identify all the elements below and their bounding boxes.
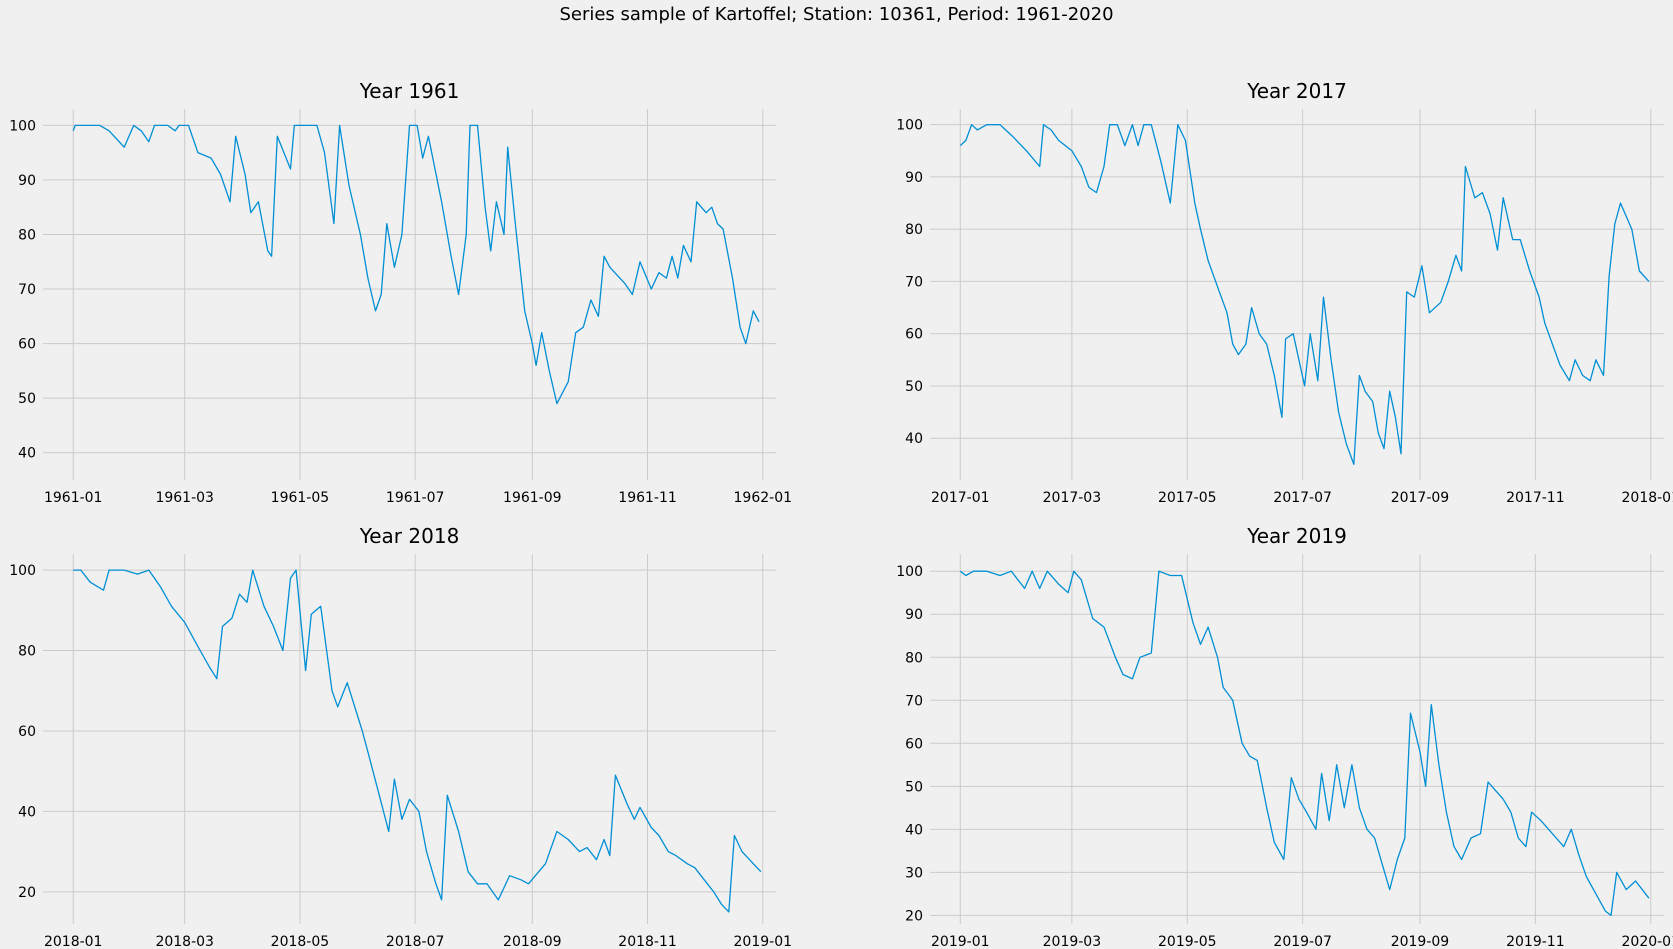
chart-panel-2: Year 2017 40 50 60 70 80 90 100 2017-01 2017-03 20… [896, 79, 1673, 506]
y-tick-label: 20 [18, 885, 36, 901]
y-tick-label: 40 [18, 804, 36, 820]
y-tick-label: 50 [905, 379, 923, 395]
x-tick-label: 2020-01 [1622, 934, 1673, 949]
y-tick-label: 100 [896, 564, 923, 580]
x-tick-label: 2018-03 [155, 934, 214, 949]
y-tick-label: 70 [18, 282, 36, 298]
x-tick-label: 1962-01 [734, 490, 793, 506]
chart-panel-1: Year 1961 40 50 60 70 80 90 100 1961-01 1961-03 19… [9, 79, 792, 506]
x-tick-label: 2017-03 [1043, 490, 1102, 506]
y-tick-label: 40 [905, 822, 923, 838]
x-tick-label: 1961-09 [503, 490, 562, 506]
y-tick-label: 80 [905, 650, 923, 666]
y-tick-label: 80 [18, 227, 36, 243]
x-tick-label: 2019-11 [1506, 934, 1565, 949]
x-tick-label: 1961-03 [155, 490, 214, 506]
x-tick-label: 1961-07 [386, 490, 445, 506]
panel-title: Year 2018 [359, 524, 460, 548]
x-tick-label: 2017-01 [931, 490, 990, 506]
y-tick-label: 60 [905, 736, 923, 752]
series-line [959, 124, 1650, 465]
series-line [72, 124, 760, 405]
y-tick-label: 100 [896, 118, 923, 134]
x-tick-label: 2019-05 [1158, 934, 1217, 949]
x-tick-label: 1961-11 [618, 490, 677, 506]
chart-panel-3: Year 2018 20 40 60 80 100 2018-01 2018-03 2018-0… [9, 524, 792, 949]
y-tick-label: 70 [905, 693, 923, 709]
y-tick-label: 80 [18, 644, 36, 660]
y-tick-label: 40 [18, 446, 36, 462]
series-line [959, 570, 1650, 917]
x-tick-label: 2017-07 [1273, 490, 1332, 506]
x-tick-label: 2018-05 [271, 934, 330, 949]
y-tick-label: 80 [905, 222, 923, 238]
panel-title: Year 2017 [1246, 79, 1347, 103]
x-tick-label: 1961-05 [271, 490, 330, 506]
x-tick-label: 2019-03 [1043, 934, 1102, 949]
x-tick-label: 2018-01 [44, 934, 103, 949]
panel-title: Year 1961 [359, 79, 460, 103]
series-line [73, 569, 762, 913]
x-tick-label: 2019-09 [1391, 934, 1450, 949]
y-tick-label: 60 [905, 327, 923, 343]
x-tick-label: 2017-05 [1158, 490, 1217, 506]
y-tick-label: 40 [905, 431, 923, 447]
x-tick-label: 2018-01 [1622, 490, 1673, 506]
x-tick-label: 2017-09 [1391, 490, 1450, 506]
x-tick-label: 1961-01 [44, 490, 103, 506]
x-tick-label: 2018-11 [618, 934, 677, 949]
y-tick-label: 100 [9, 118, 36, 134]
y-tick-label: 60 [18, 724, 36, 740]
x-tick-label: 2019-01 [931, 934, 990, 949]
y-tick-label: 90 [905, 607, 923, 623]
y-tick-label: 90 [905, 170, 923, 186]
y-tick-label: 30 [905, 865, 923, 881]
figure-title: Series sample of Kartoffel; Station: 103… [559, 4, 1114, 25]
y-tick-label: 20 [905, 908, 923, 924]
x-tick-label: 2019-07 [1273, 934, 1332, 949]
y-tick-label: 50 [18, 391, 36, 407]
x-tick-label: 2018-09 [503, 934, 562, 949]
chart-panel-4: Year 2019 20 30 40 50 60 70 80 90 100 2019-01 2019-… [896, 524, 1673, 949]
y-tick-label: 60 [18, 337, 36, 353]
x-tick-label: 2017-11 [1506, 490, 1565, 506]
x-tick-label: 2019-01 [734, 934, 793, 949]
y-tick-label: 90 [18, 173, 36, 189]
y-tick-label: 100 [9, 563, 36, 579]
y-tick-label: 50 [905, 779, 923, 795]
x-tick-label: 2018-07 [386, 934, 445, 949]
panel-title: Year 2019 [1246, 524, 1347, 548]
y-tick-label: 70 [905, 274, 923, 290]
